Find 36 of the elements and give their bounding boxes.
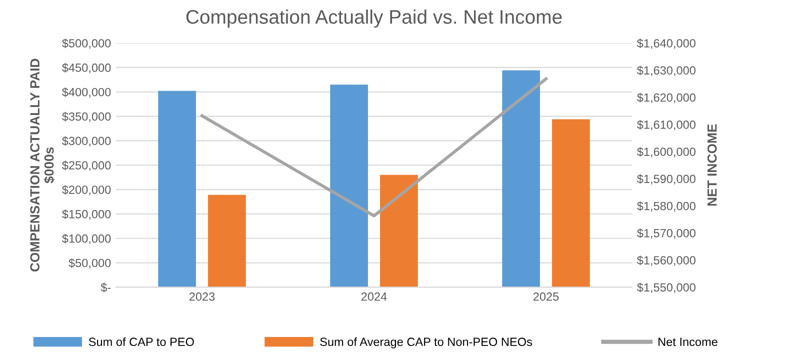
y-tick-label: $200,000 bbox=[62, 185, 111, 196]
legend-label: Sum of CAP to PEO bbox=[88, 337, 194, 346]
y2-tick-label: $1,560,000 bbox=[636, 256, 696, 266]
y-tick-label: $350,000 bbox=[62, 112, 111, 122]
legend-label: Net Income bbox=[658, 338, 718, 346]
bar bbox=[208, 194, 246, 288]
x-tick-label: 2024 bbox=[361, 292, 387, 301]
y2-axis-title: NET INCOME bbox=[707, 124, 717, 206]
bar bbox=[502, 70, 540, 288]
y2-tick-label: $1,600,000 bbox=[636, 147, 696, 158]
legend-label: Sum of Average CAP to Non-PEO NEOs bbox=[320, 337, 532, 348]
y2-tick-label: $1,610,000 bbox=[636, 120, 696, 130]
bar bbox=[380, 174, 418, 288]
bar bbox=[552, 119, 590, 288]
y-axis-title: COMPENSATION ACTUALLY PAID $000s bbox=[30, 58, 55, 272]
y-tick-label: $450,000 bbox=[62, 63, 111, 74]
y2-tick-label: $1,590,000 bbox=[636, 174, 696, 184]
y-tick-label: $300,000 bbox=[62, 136, 111, 147]
y-tick-label: $150,000 bbox=[62, 210, 111, 220]
x-tick-label: 2023 bbox=[189, 292, 215, 301]
y-tick-label: $400,000 bbox=[62, 87, 111, 98]
y2-tick-label: $1,640,000 bbox=[636, 38, 696, 49]
bar bbox=[158, 90, 196, 288]
y2-tick-label: $1,580,000 bbox=[636, 201, 696, 212]
chart-title: Compensation Actually Paid vs. Net Income bbox=[186, 10, 562, 28]
y2-tick-label: $1,570,000 bbox=[636, 228, 696, 239]
y-tick-label: $- bbox=[100, 282, 111, 292]
x-tick-label: 2025 bbox=[533, 292, 559, 301]
y2-tick-label: $1,550,000 bbox=[636, 282, 696, 293]
y-tick-label: $250,000 bbox=[62, 160, 111, 171]
y-tick-label: $500,000 bbox=[62, 38, 111, 49]
y-tick-label: $50,000 bbox=[68, 258, 111, 269]
y2-tick-label: $1,620,000 bbox=[636, 92, 696, 104]
y-tick-label: $100,000 bbox=[62, 234, 111, 244]
bar bbox=[330, 84, 368, 288]
y2-tick-label: $1,630,000 bbox=[636, 66, 696, 76]
